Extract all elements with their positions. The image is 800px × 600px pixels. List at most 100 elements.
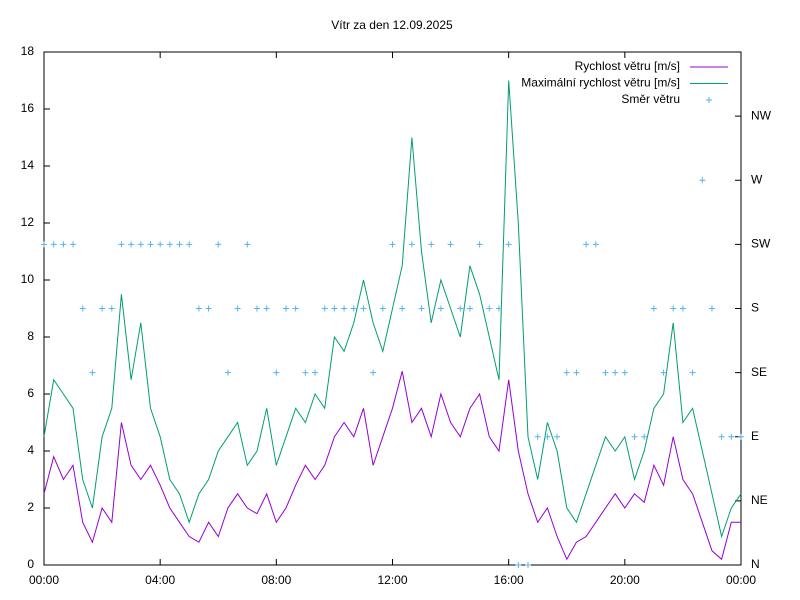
y-tick-label: 8 bbox=[27, 329, 34, 343]
direction-point bbox=[505, 241, 512, 248]
direction-point bbox=[486, 305, 493, 312]
direction-point bbox=[670, 305, 677, 312]
direction-point bbox=[244, 241, 251, 248]
direction-point bbox=[708, 305, 715, 312]
direction-point bbox=[99, 305, 106, 312]
direction-point bbox=[312, 369, 319, 376]
direction-point bbox=[147, 241, 154, 248]
direction-point bbox=[234, 305, 241, 312]
direction-point bbox=[50, 241, 57, 248]
x-tick-label: 16:00 bbox=[494, 573, 524, 587]
direction-point bbox=[273, 369, 280, 376]
y-tick-label: 4 bbox=[27, 443, 34, 457]
y2-tick-label: SW bbox=[751, 237, 771, 251]
direction-point bbox=[679, 305, 686, 312]
series-line bbox=[43, 80, 742, 539]
direction-point bbox=[253, 305, 260, 312]
direction-point bbox=[476, 241, 483, 248]
y2-tick-label: NW bbox=[751, 108, 772, 122]
y-tick-label: 16 bbox=[21, 101, 35, 115]
direction-point bbox=[738, 433, 744, 440]
direction-point bbox=[534, 433, 541, 440]
y2-tick-label: W bbox=[751, 172, 763, 186]
direction-point bbox=[408, 241, 415, 248]
legend-label: Maximální rychlost větru [m/s] bbox=[521, 76, 680, 90]
direction-point bbox=[728, 433, 735, 440]
direction-point bbox=[554, 433, 561, 440]
direction-point bbox=[195, 305, 202, 312]
direction-point bbox=[224, 369, 231, 376]
y-tick-label: 6 bbox=[27, 386, 34, 400]
direction-point bbox=[118, 241, 125, 248]
direction-point bbox=[263, 305, 270, 312]
y-tick-label: 18 bbox=[21, 44, 35, 58]
direction-point bbox=[331, 305, 338, 312]
direction-point bbox=[621, 369, 628, 376]
direction-point bbox=[457, 305, 464, 312]
y-tick-label: 12 bbox=[21, 215, 35, 229]
direction-point bbox=[166, 241, 173, 248]
y-tick-label: 14 bbox=[21, 158, 35, 172]
direction-point bbox=[283, 305, 290, 312]
direction-point bbox=[215, 241, 222, 248]
direction-point bbox=[379, 305, 386, 312]
direction-point bbox=[583, 241, 590, 248]
direction-point bbox=[641, 433, 648, 440]
direction-point bbox=[447, 241, 454, 248]
x-tick-label: 00:00 bbox=[726, 573, 756, 587]
direction-point bbox=[302, 369, 309, 376]
direction-point bbox=[660, 369, 667, 376]
direction-point bbox=[602, 369, 609, 376]
direction-point bbox=[699, 177, 706, 184]
y2-tick-label: SE bbox=[751, 365, 767, 379]
direction-point bbox=[612, 369, 619, 376]
direction-point bbox=[108, 305, 115, 312]
direction-point bbox=[563, 369, 570, 376]
direction-point bbox=[592, 241, 599, 248]
direction-point bbox=[718, 433, 725, 440]
direction-point bbox=[689, 369, 696, 376]
direction-point bbox=[89, 369, 96, 376]
direction-point bbox=[292, 305, 299, 312]
y2-tick-label: E bbox=[751, 429, 759, 443]
y2-tick-label: NE bbox=[751, 493, 768, 507]
direction-point bbox=[389, 241, 396, 248]
direction-point bbox=[137, 241, 144, 248]
direction-point bbox=[650, 305, 657, 312]
direction-point bbox=[573, 369, 580, 376]
y-tick-label: 2 bbox=[27, 500, 34, 514]
direction-point bbox=[186, 241, 193, 248]
direction-point bbox=[437, 305, 444, 312]
direction-point bbox=[157, 241, 164, 248]
y-tick-label: 0 bbox=[27, 557, 34, 571]
x-tick-label: 20:00 bbox=[610, 573, 640, 587]
direction-point bbox=[79, 305, 86, 312]
series-line bbox=[43, 371, 741, 561]
direction-point bbox=[41, 241, 47, 248]
direction-point bbox=[341, 305, 348, 312]
direction-point bbox=[525, 562, 532, 568]
direction-point bbox=[418, 305, 425, 312]
chart-title: Vítr za den 12.09.2025 bbox=[331, 18, 453, 32]
y2-tick-label: N bbox=[751, 557, 760, 571]
x-tick-label: 12:00 bbox=[377, 573, 407, 587]
y2-tick-label: S bbox=[751, 301, 759, 315]
direction-point bbox=[544, 433, 551, 440]
direction-point bbox=[205, 305, 212, 312]
direction-point bbox=[350, 305, 357, 312]
direction-point bbox=[70, 241, 77, 248]
direction-point bbox=[321, 305, 328, 312]
direction-point bbox=[428, 241, 435, 248]
direction-point bbox=[495, 305, 502, 312]
direction-point bbox=[631, 433, 638, 440]
legend-swatch bbox=[706, 97, 712, 103]
legend-label: Rychlost větru [m/s] bbox=[575, 59, 680, 73]
direction-point bbox=[370, 369, 377, 376]
direction-point bbox=[360, 305, 367, 312]
x-tick-label: 00:00 bbox=[29, 573, 59, 587]
x-tick-label: 08:00 bbox=[261, 573, 291, 587]
x-tick-label: 04:00 bbox=[145, 573, 175, 587]
direction-point bbox=[128, 241, 135, 248]
legend-label: Směr větru bbox=[621, 92, 680, 106]
